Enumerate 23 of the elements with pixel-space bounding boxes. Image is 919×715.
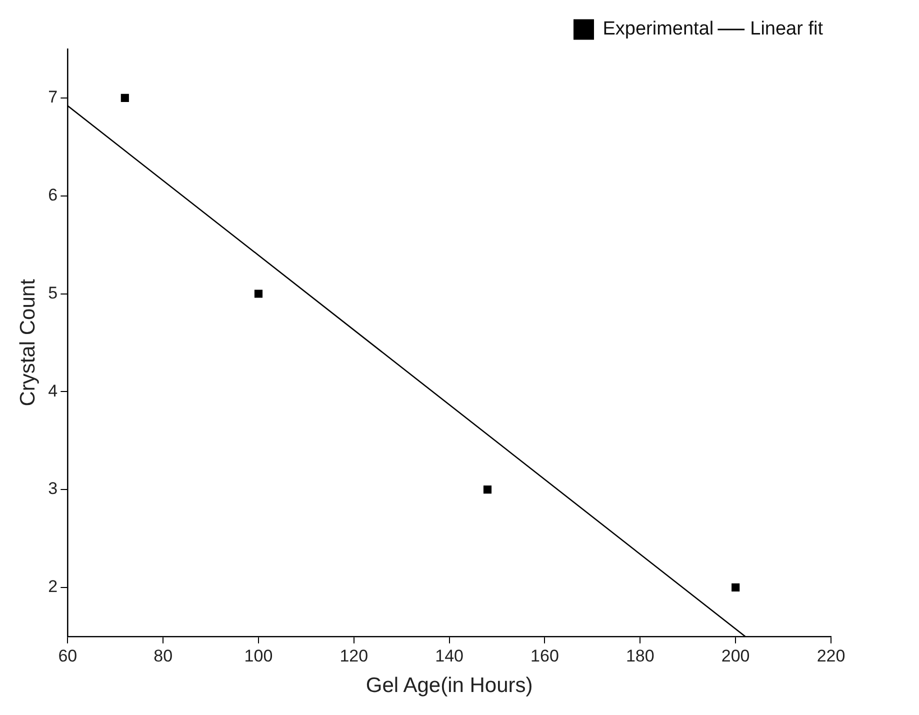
x-tick-label: 80 — [154, 646, 173, 666]
legend-label: Linear fit — [750, 18, 824, 40]
x-tick-label: 140 — [435, 646, 464, 666]
x-tick-label: 60 — [58, 646, 78, 666]
x-tick-label: 100 — [244, 646, 273, 666]
point — [483, 486, 492, 494]
point — [732, 583, 740, 592]
point — [254, 290, 263, 298]
x-tick-label: 200 — [721, 646, 750, 666]
y-tick-label: 7 — [48, 88, 58, 107]
y-tick-label: 2 — [48, 577, 58, 596]
point — [120, 94, 129, 102]
y-tick-label: 5 — [48, 283, 58, 302]
x-axis-title: Gel Age(in Hours) — [366, 674, 533, 698]
y-axis-title: Crystal Count — [16, 278, 40, 406]
y-tick-label: 4 — [48, 381, 58, 400]
x-tick-label: 120 — [340, 646, 368, 666]
x-tick-label: 220 — [816, 646, 846, 666]
legend-label: Experimental — [602, 18, 714, 40]
x-tick-label: 160 — [530, 646, 559, 666]
y-tick-label: 3 — [48, 479, 58, 498]
x-tick-label: 180 — [626, 646, 654, 666]
y-tick-label: 6 — [48, 186, 58, 205]
